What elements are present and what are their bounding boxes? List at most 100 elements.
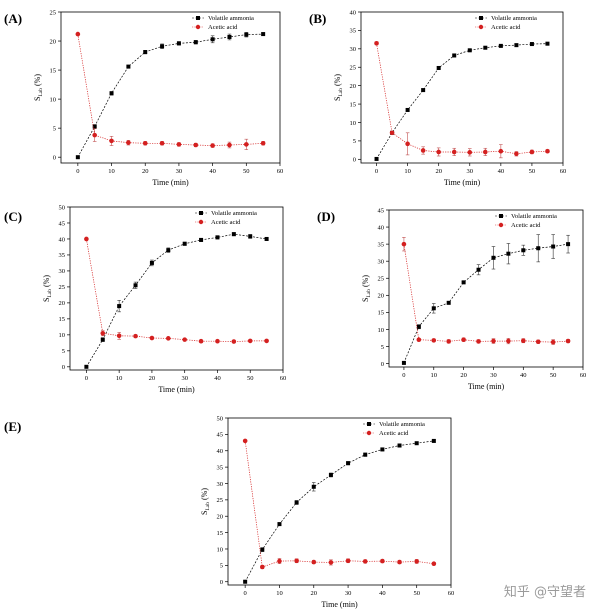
chart-panel-e: (E) 0 10 20 30 40 50 60 0 5 10 15 20 25 30 35 40 45 50 Time…: [4, 415, 454, 609]
x-tick-label: 30: [467, 168, 474, 175]
y-tick-label: 50: [217, 415, 224, 422]
data-point-acetic-acid: [260, 140, 266, 146]
y-tick-label: 40: [59, 236, 66, 243]
y-tick-label: 25: [350, 65, 357, 72]
data-point-acetic-acid: [401, 241, 407, 247]
panel-label: (E): [4, 419, 21, 434]
series-line-acetic-acid: [376, 43, 548, 155]
y-tick-label: 10: [217, 546, 224, 553]
data-point-volatile-ammonia: [84, 364, 89, 369]
x-axis-title: Time (min): [321, 600, 358, 609]
x-tick-label: 20: [142, 168, 149, 175]
legend-label: Acetic acid: [379, 430, 409, 437]
x-tick-label: 20: [149, 375, 156, 382]
x-tick-label: 0: [402, 372, 405, 379]
data-point-volatile-ammonia: [545, 41, 550, 46]
data-point-volatile-ammonia: [421, 88, 426, 93]
data-point-volatile-ammonia: [491, 255, 496, 260]
data-point-volatile-ammonia: [117, 304, 122, 309]
data-point-acetic-acid: [389, 130, 395, 136]
data-point-volatile-ammonia: [160, 44, 165, 49]
data-point-acetic-acid: [529, 149, 535, 155]
data-point-volatile-ammonia: [294, 500, 299, 505]
legend-label: Acetic acid: [511, 222, 541, 229]
y-tick-label: 40: [378, 224, 385, 231]
data-point-acetic-acid: [431, 561, 437, 567]
data-point-acetic-acid: [461, 337, 466, 342]
y-tick-label: 25: [50, 9, 57, 16]
x-tick-label: 60: [277, 168, 284, 175]
y-tick-label: 10: [50, 96, 57, 103]
data-point-acetic-acid: [380, 558, 385, 564]
data-point-acetic-acid: [210, 143, 215, 148]
data-point-volatile-ammonia: [260, 547, 265, 552]
x-tick-label: 50: [247, 375, 254, 382]
chart-panel-b: (B) 0 10 20 30 40 50 60 0 5 10 15 20 25 30 35 40 Time (mi…: [309, 9, 566, 187]
y-tick-label: 5: [353, 138, 356, 145]
data-point-acetic-acid: [506, 338, 511, 344]
y-axis-title-sub: Lab: [38, 88, 44, 97]
legend-label: Volatile ammonia: [511, 213, 557, 220]
x-tick-label: 0: [375, 168, 378, 175]
data-point-volatile-ammonia: [75, 155, 80, 160]
y-tick-label: 45: [59, 220, 66, 227]
x-tick-label: 40: [209, 168, 216, 175]
data-point-acetic-acid: [345, 558, 351, 564]
data-point-acetic-acid: [126, 140, 131, 145]
data-point-volatile-ammonia: [328, 472, 333, 477]
y-axis-title-sub: Lab: [47, 289, 53, 298]
y-tick-label: 35: [59, 252, 66, 259]
data-point-volatile-ammonia: [248, 234, 253, 239]
y-axis-title: SLab (%): [33, 74, 44, 101]
y-tick-label: 50: [59, 204, 66, 211]
x-tick-label: 50: [413, 590, 420, 597]
x-tick-label: 10: [431, 372, 438, 379]
data-point-volatile-ammonia: [182, 241, 187, 246]
data-point-acetic-acid: [247, 338, 253, 344]
legend-marker-acetic-acid: [366, 430, 372, 436]
y-axis-title: SLab (%): [42, 275, 53, 302]
data-point-acetic-acid: [311, 559, 317, 565]
legend-label: Volatile ammonia: [491, 15, 537, 22]
data-point-acetic-acid: [227, 142, 232, 148]
y-axis-title-sub: Lab: [338, 88, 344, 97]
legend-label: Volatile ammonia: [379, 421, 425, 428]
data-point-volatile-ammonia: [431, 438, 436, 443]
data-point-volatile-ammonia: [529, 42, 534, 47]
y-tick-label: 35: [350, 28, 357, 35]
legend-marker-volatile-ammonia: [199, 211, 203, 215]
data-point-volatile-ammonia: [483, 45, 488, 50]
data-point-acetic-acid: [142, 140, 148, 146]
data-point-volatile-ammonia: [243, 579, 248, 584]
data-point-acetic-acid: [84, 236, 89, 242]
plot-frame: [360, 11, 564, 164]
data-point-acetic-acid: [277, 558, 282, 564]
data-point-volatile-ammonia: [405, 107, 410, 112]
y-tick-label: 30: [217, 481, 224, 488]
data-point-acetic-acid: [159, 140, 165, 146]
x-tick-label: 20: [435, 168, 442, 175]
y-tick-label: 45: [217, 432, 224, 439]
y-tick-label: 0: [381, 361, 384, 368]
chart-panel-a: (A) 0 10 20 30 40 50 60 0 5 10 15 20 25 Time (min) SLab…: [4, 9, 283, 187]
y-tick-label: 20: [59, 300, 66, 307]
data-point-volatile-ammonia: [374, 156, 379, 161]
data-point-acetic-acid: [100, 330, 106, 336]
data-point-acetic-acid: [75, 31, 81, 37]
y-tick-label: 15: [59, 316, 66, 323]
data-point-acetic-acid: [294, 558, 299, 564]
data-point-acetic-acid: [436, 149, 441, 155]
y-tick-label: 30: [59, 268, 66, 275]
data-point-acetic-acid: [260, 564, 265, 570]
data-point-volatile-ammonia: [264, 236, 269, 241]
x-tick-label: 50: [550, 372, 557, 379]
data-point-acetic-acid: [405, 141, 410, 147]
y-tick-label: 0: [220, 579, 223, 586]
y-tick-label: 20: [350, 83, 357, 90]
y-axis-title-unit: (%): [33, 74, 42, 88]
data-point-volatile-ammonia: [414, 441, 419, 446]
data-point-volatile-ammonia: [277, 522, 282, 527]
panel-label: (D): [317, 209, 335, 224]
data-point-acetic-acid: [244, 142, 249, 147]
data-point-acetic-acid: [92, 132, 97, 138]
